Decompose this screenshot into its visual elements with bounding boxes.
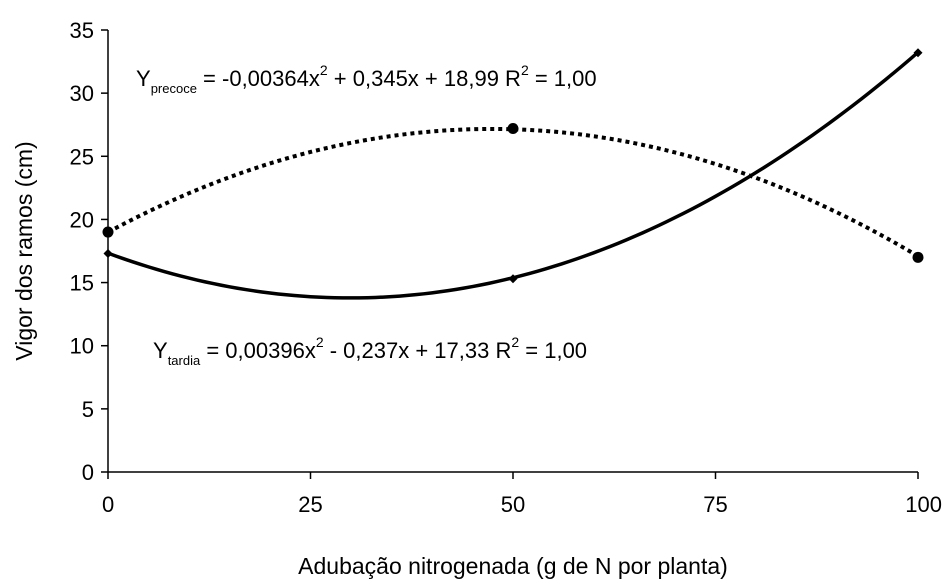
- data-markers: [102, 48, 924, 284]
- equation-precoce-sup-a: 2: [320, 62, 328, 78]
- y-tick-label: 0: [82, 460, 94, 485]
- equation-tardia-rhs-a: = 0,00396x: [200, 338, 316, 363]
- equation-tardia-lhs: Y: [153, 338, 168, 363]
- series-precoce-point: [102, 226, 114, 238]
- series-precoce-point: [912, 251, 924, 263]
- equation-tardia: Ytardia = 0,00396x2 - 0,237x + 17,33 R2 …: [153, 334, 587, 368]
- equation-tardia-rhs-b: - 0,237x + 17,33 R: [324, 338, 512, 363]
- y-tick-label: 35: [70, 18, 94, 43]
- x-tick-label: 50: [501, 492, 525, 517]
- equation-tardia-sup-a: 2: [316, 334, 324, 350]
- equation-precoce-rhs-b: + 0,345x + 18,99 R: [328, 66, 521, 91]
- x-axis-title: Adubação nitrogenada (g de N por planta): [298, 553, 728, 579]
- axes: 0 5 10 15 20 25 30 35 0 25 50 75 100: [70, 18, 942, 517]
- equation-precoce-sub: precoce: [151, 81, 197, 96]
- series-tardia-point: [913, 48, 923, 58]
- equation-precoce-rhs-a: = -0,00364x: [197, 66, 320, 91]
- equation-precoce-rhs-c: = 1,00: [529, 66, 597, 91]
- equation-tardia-sub: tardia: [168, 353, 201, 368]
- series-precoce-curve: [107, 126, 920, 258]
- x-tick-label: 100: [905, 492, 942, 517]
- y-tick-label: 30: [70, 81, 94, 106]
- series-precoce-point: [507, 123, 519, 135]
- y-tick-label: 15: [70, 271, 94, 296]
- x-tick-label: 25: [298, 492, 322, 517]
- x-tick-label: 0: [102, 492, 114, 517]
- y-tick-label: 10: [70, 334, 94, 359]
- equation-tardia-sup-b: 2: [511, 334, 519, 350]
- y-tick-label: 20: [70, 207, 94, 232]
- y-tick-label: 5: [82, 397, 94, 422]
- x-tick-label: 75: [703, 492, 727, 517]
- x-ticks: 0 25 50 75 100: [102, 472, 942, 517]
- equation-precoce: Yprecoce = -0,00364x2 + 0,345x + 18,99 R…: [136, 62, 597, 96]
- series-tardia-point: [508, 274, 518, 284]
- y-tick-label: 25: [70, 144, 94, 169]
- equation-precoce-lhs: Y: [136, 66, 151, 91]
- y-axis-title: Vigor dos ramos (cm): [11, 141, 37, 360]
- equation-precoce-sup-b: 2: [521, 62, 529, 78]
- y-ticks: 0 5 10 15 20 25 30 35: [70, 18, 108, 485]
- equation-tardia-rhs-c: = 1,00: [519, 338, 587, 363]
- series-tardia-point: [103, 249, 113, 259]
